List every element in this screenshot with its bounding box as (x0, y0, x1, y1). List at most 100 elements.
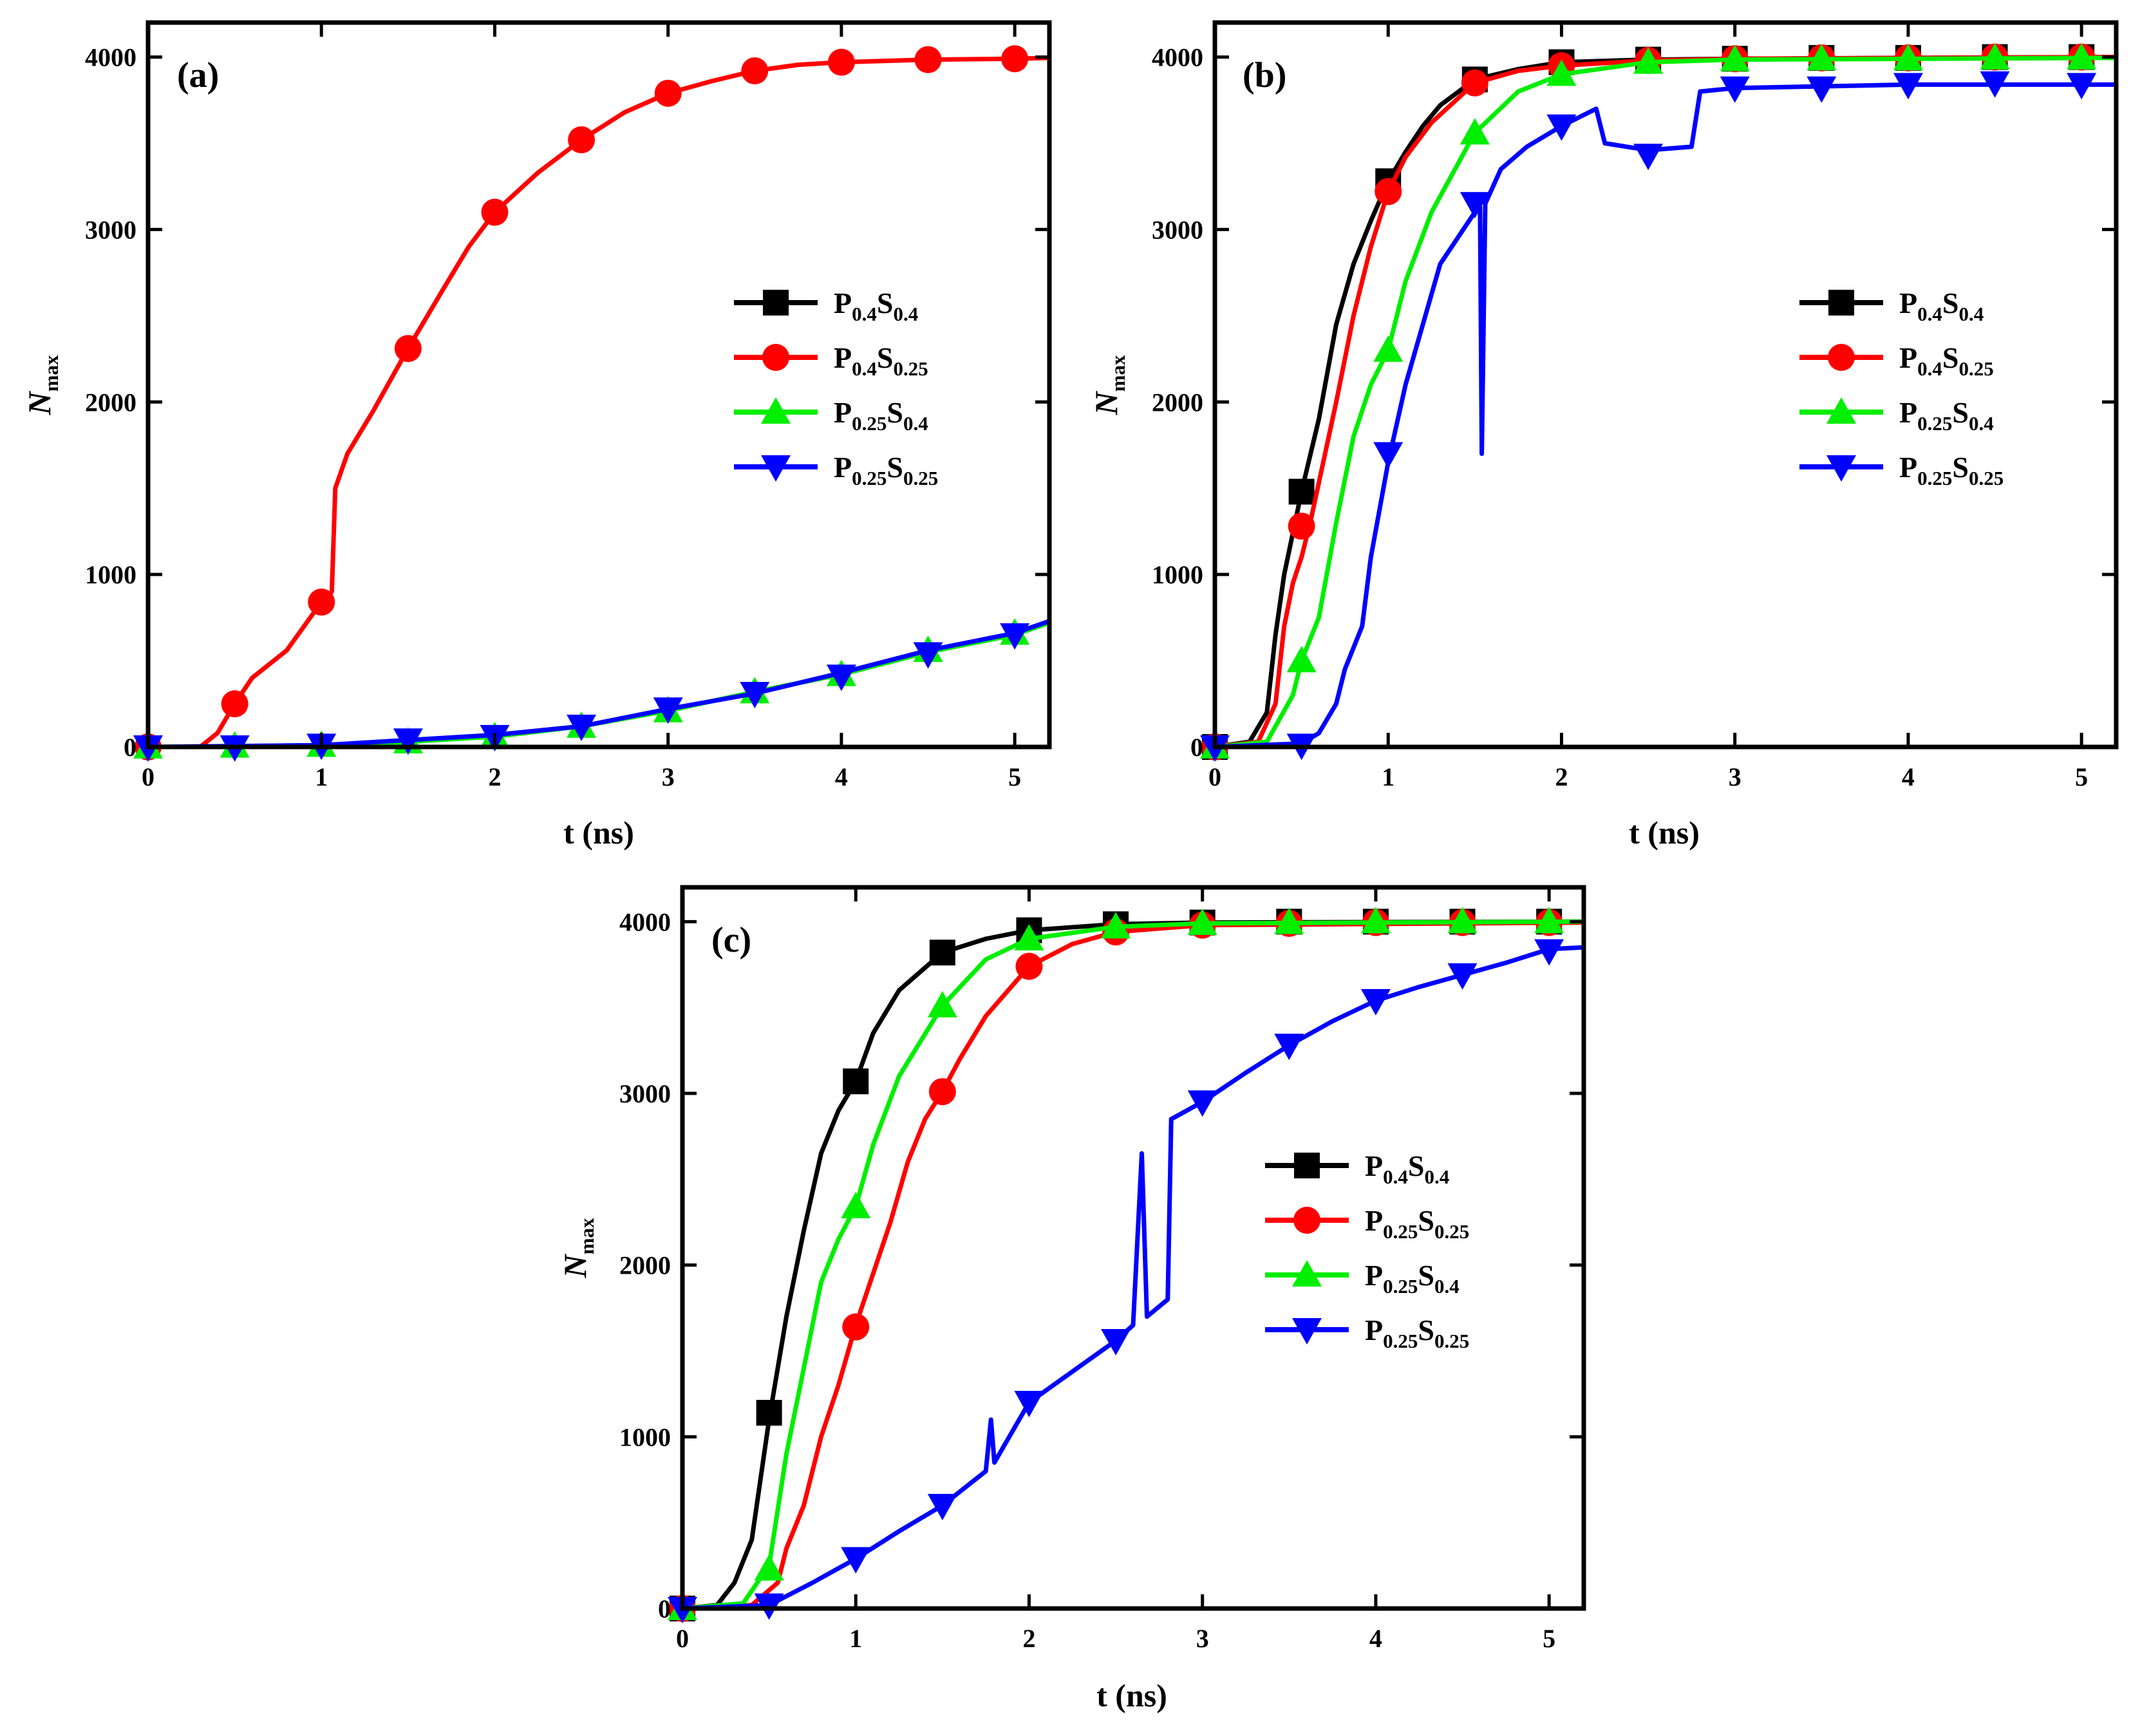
legend-s-sub: 0.4 (903, 412, 928, 435)
panel-c-point-p04s025-2 (928, 1078, 956, 1106)
panel-b-legend-marker-p025s025 (1826, 455, 1856, 482)
panel-b-point-p025s04-8 (1893, 44, 1923, 71)
panel-b-legend-item-p04s04: P0.4S0.4 (1799, 287, 1984, 325)
panel-a-point-p025s025-7 (740, 681, 770, 708)
panel-b-point-p025s025-7 (1807, 76, 1837, 103)
legend-s-sub: 0.25 (1958, 357, 1993, 380)
panel-a-ylabel-sub: max (40, 355, 62, 392)
panel-c-point-p025s04-1 (754, 1554, 784, 1581)
legend-s: S (877, 287, 894, 319)
panel-c-point-p025s025-10 (1534, 939, 1564, 966)
panel-c-legend-item-p04s04: P0.4S0.4 (1265, 1149, 1449, 1188)
panel-a-point-p04s025-10 (1001, 45, 1029, 73)
panel-b-point-p04s025-1 (1288, 513, 1315, 540)
legend-s: S (1418, 1204, 1434, 1237)
panel-a-xtick-label-5: 5 (1008, 762, 1021, 791)
panel-a-ylabel: Nmax (21, 355, 62, 415)
panel-c-series-p025s025 (668, 939, 1584, 1623)
panel-c-ylabel-sub: max (576, 1218, 598, 1254)
panel-a-legend-marker-p04s025 (762, 344, 789, 371)
panel-b-point-p025s025-5 (1633, 144, 1664, 171)
legend-s-sub: 0.4 (1969, 412, 1994, 435)
panel-c-point-p025s025-9 (1447, 963, 1478, 990)
panel-c-point-p025s025-5 (1101, 1329, 1131, 1355)
legend-p: P (834, 341, 852, 374)
panel-b-xtick-label-3: 3 (1729, 762, 1741, 791)
panel-c-xtick-label-1: 1 (849, 1624, 862, 1653)
panel-c-legend-marker-p025s025 (1292, 1318, 1322, 1344)
panel-c-point-p025s04-2 (841, 1192, 871, 1218)
panel-a-line-p04s025 (148, 55, 1049, 747)
panel-c-frame (680, 885, 1586, 1611)
panel-b-legend-item-p025s04: P0.25S0.4 (1799, 396, 1994, 435)
panel-c-xtick-label-3: 3 (1196, 1624, 1209, 1653)
legend-p: P (1365, 1204, 1383, 1237)
legend-p-sub: 0.25 (1917, 467, 1952, 489)
panel-a-legend-item-p04s025: P0.4S0.25 (734, 341, 928, 380)
panel-a-legend-label-p04s04: P0.4S0.4 (834, 287, 918, 325)
panel-a-point-p04s025-9 (914, 46, 942, 73)
panel-b-point-p025s04-3 (1460, 118, 1490, 145)
panel-b-point-p025s04-9 (1980, 42, 2010, 70)
panel-c-point-p025s025-8 (1360, 989, 1391, 1015)
panel-c-series (668, 907, 1584, 1623)
panel-c-ytick-label-4: 4000 (619, 907, 671, 936)
panel-b-ytick-label-2: 2000 (1152, 388, 1203, 417)
legend-s-sub: 0.4 (893, 303, 918, 325)
panel-b-ytick-label-3: 3000 (1152, 215, 1203, 244)
panel-b-ticks: 0 1 2 3 4 5 0 1000 2000 3000 4000 (1152, 23, 2116, 791)
panel-c-point-p025s025-4 (1014, 1391, 1044, 1417)
panel-a-label: (a) (177, 55, 219, 95)
panel-b-point-p025s025-4 (1546, 114, 1577, 141)
panel-a-ytick-label-1: 1000 (85, 560, 136, 589)
legend-p: P (1899, 287, 1917, 319)
panel-c-legend-label-p025s025: P0.25S0.25 (1365, 1314, 1469, 1352)
panel-c-ytick-label-1: 1000 (619, 1422, 671, 1451)
panel-b-point-p025s04-1 (1286, 646, 1317, 673)
panel-b-label: (b) (1243, 55, 1286, 95)
panel-a-ytick-label-4: 4000 (85, 43, 136, 72)
panel-a-point-p04s025-2 (308, 589, 335, 616)
legend-p: P (834, 451, 852, 484)
legend-p-sub: 0.25 (852, 412, 887, 435)
panel-b-ytick-label-1: 1000 (1152, 560, 1203, 589)
panel-b-ylabel-sub: max (1107, 355, 1129, 392)
panel-b-legend-label-p025s025: P0.25S0.25 (1899, 451, 2004, 489)
panel-b-xtick-label-4: 4 (1902, 762, 1915, 791)
panel-c-point-p025s025-3 (927, 1494, 957, 1520)
panel-b-point-p025s04-10 (2067, 42, 2097, 70)
legend-p: P (1899, 451, 1917, 484)
panel-c-point-p04s025-3 (1015, 952, 1043, 980)
panel-b-legend-marker-p04s04 (1828, 290, 1854, 316)
legend-s: S (1942, 287, 1959, 319)
panel-c-legend-label-p04s04: P0.4S0.4 (1365, 1149, 1449, 1188)
legend-p: P (834, 396, 852, 429)
legend-s: S (887, 396, 903, 429)
panel-b-point-p025s025-8 (1893, 73, 1923, 100)
panel-c-point-p025s025-2 (841, 1547, 871, 1574)
panel-b-point-p025s025-10 (2067, 73, 2097, 100)
panel-a-legend-marker-p025s025 (761, 455, 791, 482)
legend-p-sub: 0.25 (1383, 1275, 1418, 1297)
panel-a-point-p025s025-6 (653, 697, 683, 724)
panel-c-point-p025s025-6 (1187, 1090, 1217, 1117)
legend-p: P (1365, 1149, 1383, 1182)
panel-c-point-p04s025-1 (842, 1313, 870, 1341)
panel-b-legend-label-p025s04: P0.25S0.4 (1899, 396, 1994, 435)
legend-s-sub: 0.4 (1424, 1165, 1449, 1188)
panel-a-point-p025s025-3 (393, 728, 423, 755)
legend-p: P (834, 287, 852, 319)
panel-c-point-p025s04-6 (1187, 909, 1217, 935)
panel-a-ytick-label-2: 2000 (85, 388, 136, 417)
panel-b-legend-item-p025s025: P0.25S0.25 (1799, 451, 2004, 489)
panel-c-point-p04s04-3 (929, 939, 955, 966)
panel-b-point-p025s025-9 (1980, 71, 2010, 98)
legend-s: S (1952, 396, 1969, 429)
legend-p-sub: 0.25 (852, 467, 887, 489)
legend-p-sub: 0.4 (852, 303, 877, 325)
panel-c-ytick-label-3: 3000 (619, 1079, 671, 1108)
